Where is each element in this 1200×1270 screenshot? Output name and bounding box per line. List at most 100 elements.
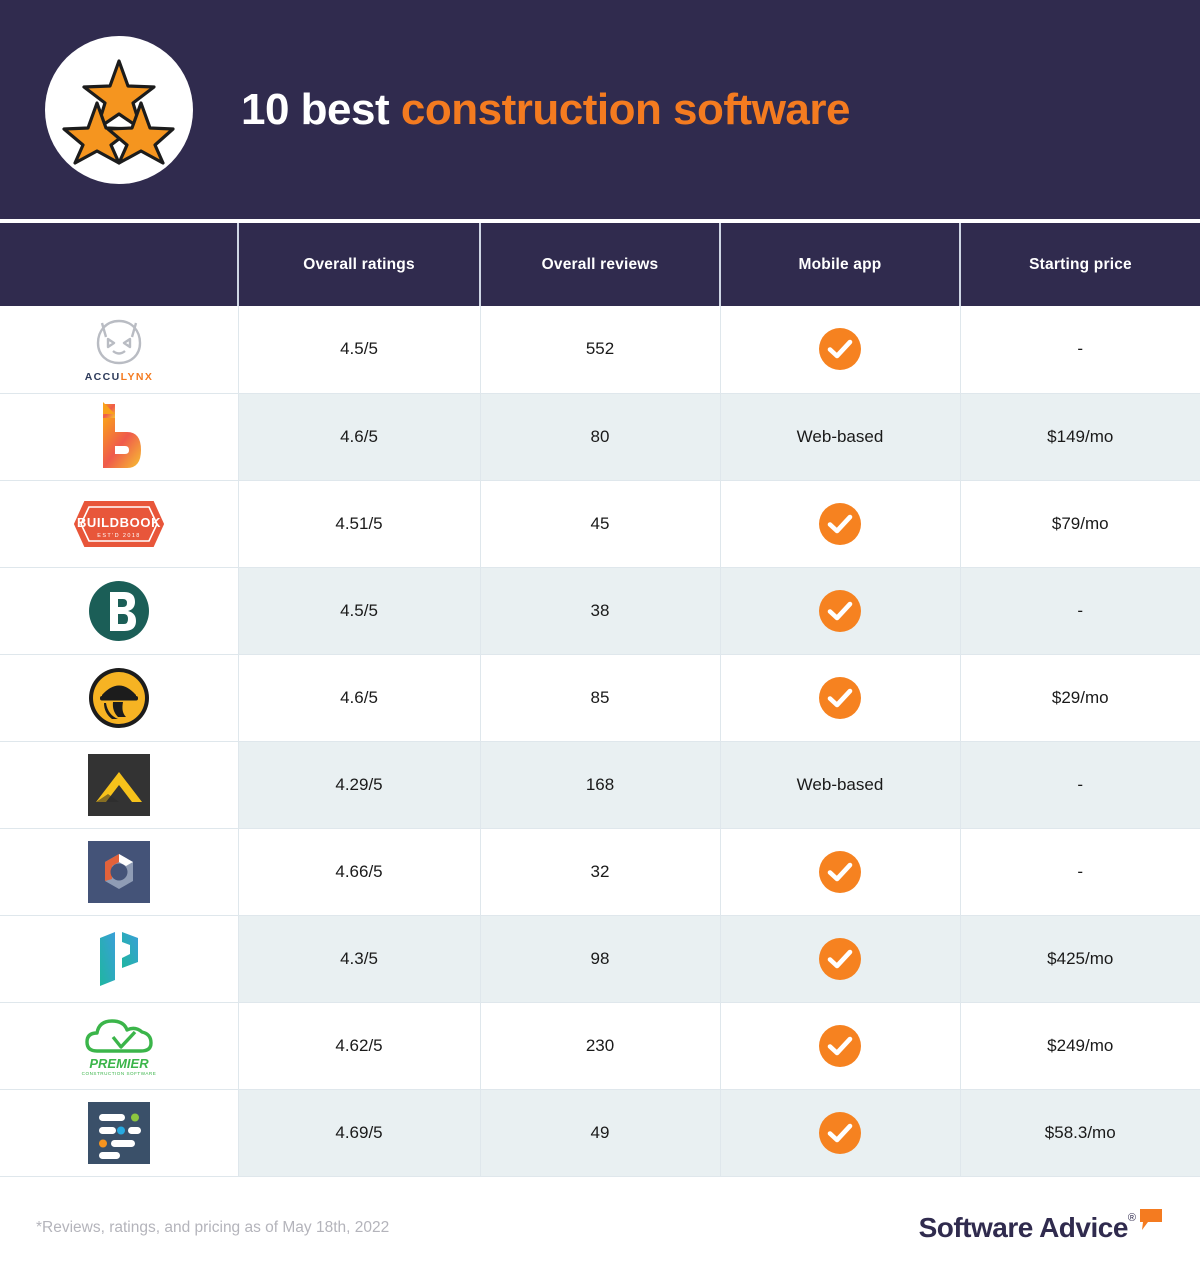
jobprogress-logo [88, 840, 150, 903]
three-stars-icon [62, 58, 175, 165]
overall-rating-value: 4.66/5 [237, 828, 480, 916]
brand-name: Software Advice [918, 1211, 1129, 1243]
mobile-app-text: Web-based [796, 774, 884, 794]
table-row: PREMIER CONSTRUCTION SOFTWARE 4.62/5 230 $… [0, 1002, 1200, 1090]
overall-rating-value: 4.29/5 [237, 741, 480, 829]
speech-bubble-icon [1140, 1208, 1162, 1230]
check-circle-icon [819, 1024, 861, 1067]
mobile-app-value [719, 828, 960, 916]
contractorfore-logo [0, 655, 238, 741]
starting-price-value: $149/mo [959, 393, 1200, 481]
overall-rating-value: 4.3/5 [237, 915, 480, 1003]
mobile-app-value [719, 567, 960, 655]
svg-text:ACCULYNX: ACCULYNX [85, 371, 154, 383]
stars-badge [45, 35, 193, 184]
overall-reviews-value: 80 [479, 393, 720, 481]
procore-logo [100, 931, 138, 986]
table-row: 4.6/5 85 $29/mo [0, 654, 1200, 742]
buildertrend-logo [0, 394, 238, 480]
mobile-app-value: Web-based [719, 741, 960, 829]
table-row: 4.5/5 38 - [0, 567, 1200, 655]
table-body: ACCULYNX 4.5/5 552 - 4.6/5 80 Web-based $149/… [0, 306, 1200, 1177]
contractorforeman-logo [89, 667, 149, 728]
overall-rating-value: 4.5/5 [237, 306, 480, 394]
product-logo-cell[interactable] [0, 393, 238, 481]
table-header-row: Overall ratings Overall reviews Mobile a… [0, 223, 1200, 306]
product-logo-cell[interactable] [0, 741, 238, 829]
product-logo-cell[interactable] [0, 654, 238, 742]
overall-reviews-value: 38 [479, 567, 720, 655]
check-circle-icon [819, 850, 861, 893]
product-logo-cell[interactable]: PREMIER CONSTRUCTION SOFTWARE [0, 1002, 238, 1090]
title-prefix: 10 best [241, 84, 401, 134]
overall-reviews-value: 49 [479, 1089, 720, 1177]
header-banner: 10 best construction software [0, 0, 1200, 219]
starting-price-value: $425/mo [959, 915, 1200, 1003]
houzzpro-logo [0, 742, 238, 828]
procore-logo [0, 916, 238, 1002]
table-row: ACCULYNX 4.5/5 552 - [0, 306, 1200, 394]
jobprogress-logo [0, 829, 238, 915]
overall-reviews-value: 85 [479, 654, 720, 742]
table-row: 4.6/5 80 Web-based $149/mo [0, 393, 1200, 481]
check-circle-icon [819, 589, 861, 632]
product-logo-cell[interactable]: BUILDBOOK EST'D 2018 [0, 480, 238, 568]
projectmgmt-logo [0, 1090, 238, 1176]
overall-reviews-value: 230 [479, 1002, 720, 1090]
overall-reviews-value: 98 [479, 915, 720, 1003]
acculynx-logo: ACCULYNX [0, 306, 238, 392]
starting-price-value: - [959, 828, 1200, 916]
starting-price-value: $79/mo [959, 480, 1200, 568]
overall-reviews-value: 552 [479, 306, 720, 394]
overall-rating-value: 4.5/5 [237, 567, 480, 655]
check-circle-icon [819, 1111, 861, 1154]
check-circle-icon [819, 676, 861, 719]
houzz-pro-logo [88, 753, 150, 816]
mobile-app-value [719, 480, 960, 568]
table-row: 4.66/5 32 - [0, 828, 1200, 916]
column-header-logo [0, 223, 238, 306]
project-management-logo [88, 1101, 150, 1164]
svg-text:PREMIER: PREMIER [89, 1056, 149, 1071]
product-logo-cell[interactable]: ACCULYNX [0, 306, 238, 394]
mobile-app-value: Web-based [719, 393, 960, 481]
product-logo-cell[interactable] [0, 828, 238, 916]
product-logo-cell[interactable] [0, 915, 238, 1003]
buildertrend-logo [103, 401, 141, 468]
table-row: 4.3/5 98 $425/mo [0, 915, 1200, 1003]
mobile-app-text: Web-based [796, 426, 884, 446]
overall-rating-value: 4.6/5 [237, 654, 480, 742]
overall-reviews-value: 168 [479, 741, 720, 829]
check-circle-icon [819, 937, 861, 980]
buildbook-logo: BUILDBOOK EST'D 2018 [0, 481, 238, 567]
check-circle-icon [819, 328, 861, 371]
column-header-reviews: Overall reviews [479, 223, 720, 306]
buildxact-logo [0, 568, 238, 654]
table-row: 4.69/5 49 $58.3/mo [0, 1089, 1200, 1177]
starting-price-value: $29/mo [959, 654, 1200, 742]
overall-rating-value: 4.62/5 [237, 1002, 480, 1090]
starting-price-value: $58.3/mo [959, 1089, 1200, 1177]
product-logo-cell[interactable] [0, 1089, 238, 1177]
column-header-price: Starting price [959, 223, 1200, 306]
buildxact-logo [89, 580, 149, 641]
starting-price-value: $249/mo [959, 1002, 1200, 1090]
comparison-table: Overall ratings Overall reviews Mobile a… [0, 223, 1200, 1177]
column-header-mobile: Mobile app [719, 223, 960, 306]
starting-price-value: - [959, 741, 1200, 829]
buildbook-logo: BUILDBOOK EST'D 2018 [73, 500, 165, 547]
mobile-app-value [719, 1002, 960, 1090]
title-highlight: construction software [400, 84, 851, 134]
starting-price-value: - [959, 306, 1200, 394]
overall-rating-value: 4.69/5 [237, 1089, 480, 1177]
page-title: 10 best construction software [241, 84, 851, 135]
footnote-text: *Reviews, ratings, and pricing as of May… [36, 1218, 390, 1236]
mobile-app-value [719, 915, 960, 1003]
product-logo-cell[interactable] [0, 567, 238, 655]
column-header-ratings: Overall ratings [237, 223, 480, 306]
overall-reviews-value: 45 [479, 480, 720, 568]
svg-text:EST'D 2018: EST'D 2018 [97, 533, 140, 539]
overall-rating-value: 4.6/5 [237, 393, 480, 481]
premier-logo: PREMIER CONSTRUCTION SOFTWARE [0, 1003, 238, 1089]
